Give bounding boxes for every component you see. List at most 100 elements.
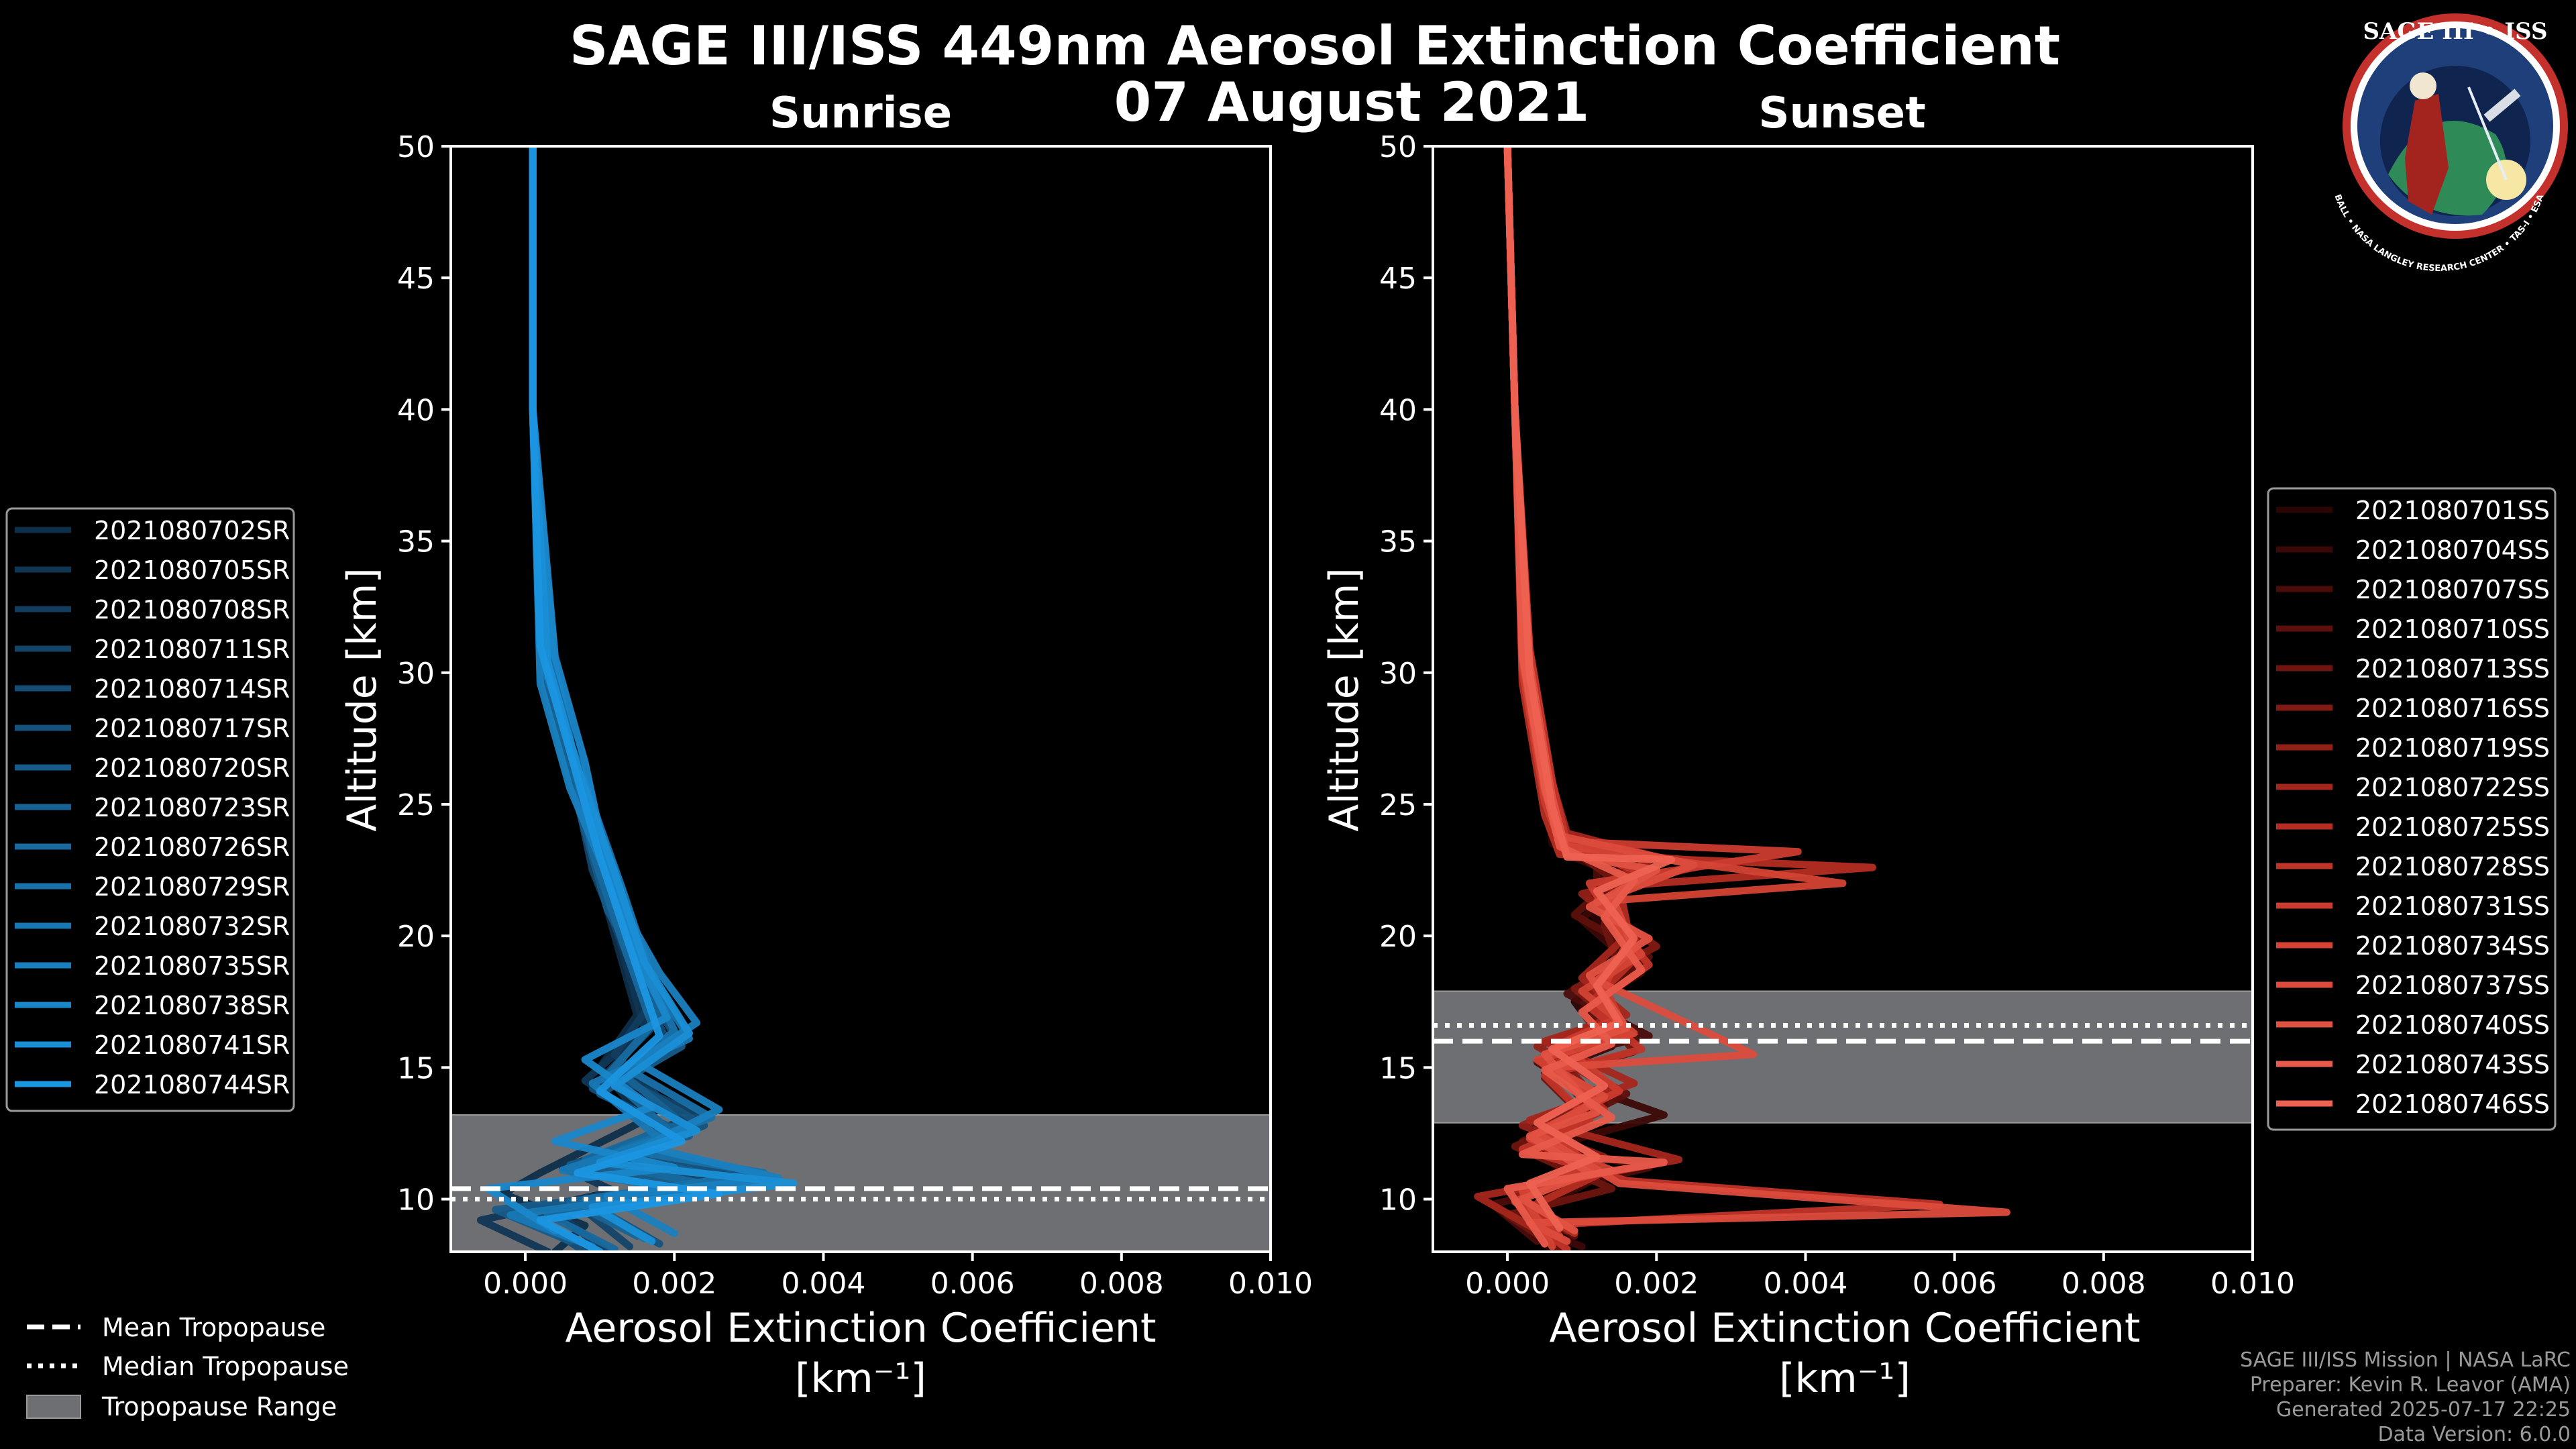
sunset-legend-label: 2021080710SS [2355, 614, 2550, 644]
sunrise-y-tick-label: 10 [397, 1183, 435, 1218]
sunrise-y-tick-label: 50 [397, 130, 435, 164]
tropopause-legend: Mean Tropopause Median Tropopause Tropop… [26, 1313, 349, 1421]
sunset-x-tick-label: 0.010 [2210, 1267, 2295, 1301]
credit-preparer: Preparer: Kevin R. Leavor (AMA) [2250, 1373, 2571, 1397]
sunrise-y-tick-label: 15 [397, 1051, 435, 1085]
sunrise-chart: 0.000 0.002 0.004 0.006 0.008 0.010 10 15 20 25 30… [339, 130, 1313, 1402]
credits: SAGE III/ISS Mission | NASA LaRC Prepare… [2240, 1348, 2571, 1446]
sunset-y-tick-label: 40 [1379, 393, 1417, 427]
sunset-y-axis-label: Altitude [km] [1321, 568, 1368, 832]
sunrise-x-tick-label: 0.002 [632, 1267, 716, 1301]
sunset-y-tick-label: 50 [1379, 130, 1417, 164]
sunset-legend-label: 2021080719SS [2355, 733, 2550, 763]
sunrise-legend-label: 2021080705SR [94, 555, 290, 585]
sunrise-legend-box [5, 507, 295, 1112]
sunrise-x-tick-label: 0.006 [930, 1267, 1015, 1301]
sunrise-legend-label: 2021080741SR [94, 1030, 290, 1060]
figure-title: SAGE III/ISS 449nm Aerosol Extinction Co… [570, 15, 2060, 77]
sunset-y-tick-label: 10 [1379, 1183, 1417, 1218]
badge-station-icon [2483, 89, 2521, 122]
sunrise-ticks: 0.000 0.002 0.004 0.006 0.008 0.010 10 15 20 25 30… [397, 130, 1313, 1301]
sunset-legend-label: 2021080713SS [2355, 654, 2550, 684]
sunset-y-tick-label: 25 [1379, 788, 1417, 822]
sunset-series-layer [1474, 146, 2010, 1252]
sunset-legend-label: 2021080722SS [2355, 773, 2550, 802]
sunrise-legend-label: 2021080723SR [94, 793, 290, 822]
sunrise-legend-label: 2021080714SR [94, 674, 290, 704]
sunset-legend-label: 2021080701SS [2355, 496, 2550, 525]
sunrise-y-tick-label: 45 [397, 262, 435, 296]
sunrise-series-2021080744SR [529, 146, 723, 1252]
sunset-legend-label: 2021080728SS [2355, 852, 2550, 881]
sunset-plot-frame [1432, 145, 2254, 1253]
credit-mission: SAGE III/ISS Mission | NASA LaRC [2240, 1348, 2571, 1372]
sunset-legend-label: 2021080707SS [2355, 575, 2550, 604]
sunset-x-tick-label: 0.008 [2061, 1267, 2146, 1301]
sunset-ticks: 0.000 0.002 0.004 0.006 0.008 0.010 10 15 20 25 30… [1379, 130, 2295, 1301]
sunrise-legend-label: 2021080735SR [94, 951, 290, 981]
sunset-legend: 2021080701SS 2021080704SS 2021080707SS 2021… [2267, 487, 2557, 1131]
sunrise-y-tick-label: 40 [397, 393, 435, 427]
sunset-legend-label: 2021080740SS [2355, 1010, 2550, 1040]
sunrise-legend-label: 2021080717SR [94, 714, 290, 743]
sunset-legend-label: 2021080716SS [2355, 694, 2550, 723]
sunset-legend-label: 2021080725SS [2355, 812, 2550, 842]
sunrise-y-tick-label: 20 [397, 920, 435, 954]
sunrise-x-tick-label: 0.008 [1079, 1267, 1164, 1301]
sunset-series-2021080746SS [1503, 146, 1675, 1232]
sunrise-legend-label: 2021080720SR [94, 753, 290, 783]
sunrise-x-tick-label: 0.004 [781, 1267, 865, 1301]
sunrise-legend: 2021080702SR 2021080705SR 2021080708SR 2021… [5, 507, 295, 1112]
sunrise-panel-title: Sunrise [769, 89, 952, 138]
sunrise-x-axis-units: [km⁻¹] [795, 1355, 926, 1402]
sunset-chart: 0.000 0.002 0.004 0.006 0.008 0.010 10 15 20 25 30… [1321, 130, 2295, 1402]
sunrise-tropopause-layer [451, 1114, 1271, 1252]
sunset-x-tick-label: 0.004 [1763, 1267, 1847, 1301]
sunset-legend-label: 2021080737SS [2355, 971, 2550, 1000]
sunset-y-tick-label: 45 [1379, 262, 1417, 296]
sunrise-x-tick-label: 0.010 [1228, 1267, 1313, 1301]
sunrise-x-axis-label: Aerosol Extinction Coefficient [566, 1305, 1157, 1352]
sunrise-legend-label: 2021080711SR [94, 635, 290, 664]
sunset-legend-label: 2021080731SS [2355, 892, 2550, 921]
tropopause-range-label: Tropopause Range [101, 1392, 337, 1421]
sunrise-y-tick-label: 35 [397, 525, 435, 559]
sunrise-tropopause-range-band [451, 1114, 1271, 1252]
sunset-y-tick-label: 30 [1379, 657, 1417, 691]
mean-tropopause-label: Mean Tropopause [102, 1313, 325, 1342]
credit-generated: Generated 2025-07-17 22:25 [2276, 1398, 2571, 1421]
sunset-y-tick-label: 35 [1379, 525, 1417, 559]
sage-iii-iss-badge: SAGE III • ISS BALL • NASA LANGLEY RESEA… [2332, 13, 2568, 274]
sunset-y-tick-label: 20 [1379, 920, 1417, 954]
badge-beam-icon [2467, 87, 2508, 180]
sunrise-legend-label: 2021080702SR [94, 516, 290, 545]
sunset-x-tick-label: 0.006 [1913, 1267, 1997, 1301]
credit-data-version: Data Version: 6.0.0 [2378, 1423, 2571, 1446]
sunrise-tropopause-lines [451, 1186, 1271, 1202]
sunrise-plot-frame [449, 145, 1272, 1253]
sunset-x-tick-label: 0.000 [1465, 1267, 1550, 1301]
sunrise-legend-label: 2021080726SR [94, 833, 290, 862]
sunrise-legend-label: 2021080744SR [94, 1070, 290, 1099]
sunrise-legend-label: 2021080732SR [94, 912, 290, 941]
sunset-x-axis-label: Aerosol Extinction Coefficient [1550, 1305, 2141, 1352]
sunset-x-tick-label: 0.002 [1614, 1267, 1699, 1301]
sunrise-series-layer [476, 146, 798, 1252]
sunset-x-axis-units: [km⁻¹] [1779, 1355, 1911, 1402]
sunrise-y-axis-label: Altitude [km] [339, 568, 386, 832]
badge-figure-head-icon [2410, 72, 2436, 99]
figure-date: 07 August 2021 [1114, 71, 1590, 133]
sunrise-x-tick-label: 0.000 [483, 1267, 568, 1301]
sunset-tropopause-lines [1433, 1023, 2253, 1044]
sunrise-legend-label: 2021080738SR [94, 991, 290, 1020]
sunset-legend-label: 2021080734SS [2355, 931, 2550, 961]
sunrise-legend-label: 2021080708SR [94, 595, 290, 625]
badge-title: SAGE III • ISS [2363, 18, 2547, 45]
badge-figure-icon [2405, 94, 2449, 215]
sunset-y-tick-label: 15 [1379, 1051, 1417, 1085]
sunset-legend-label: 2021080743SS [2355, 1050, 2550, 1079]
sunset-legend-label: 2021080746SS [2355, 1089, 2550, 1119]
sunrise-y-tick-label: 25 [397, 788, 435, 822]
tropopause-range-swatch [26, 1395, 81, 1419]
